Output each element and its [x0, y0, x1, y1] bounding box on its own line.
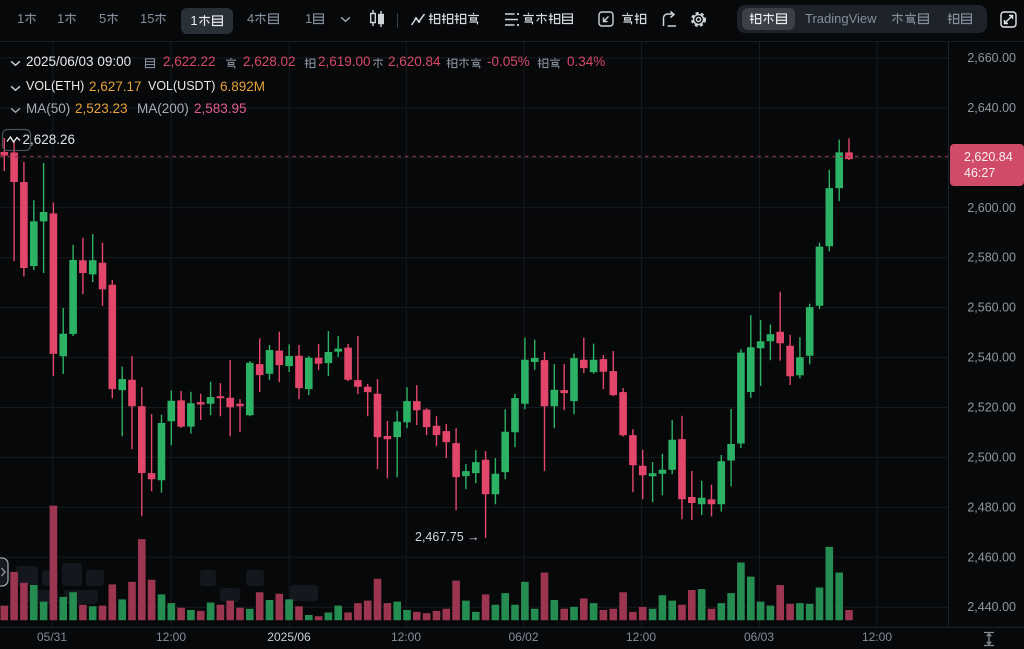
svg-text:2,580.00: 2,580.00 [967, 251, 1016, 265]
svg-text:06/03: 06/03 [744, 630, 774, 644]
svg-text:12:00: 12:00 [391, 630, 421, 644]
svg-text:2,560.00: 2,560.00 [967, 301, 1016, 315]
svg-text:2,500.00: 2,500.00 [967, 450, 1016, 464]
svg-text:2,600.00: 2,600.00 [967, 201, 1016, 215]
svg-text:12:00: 12:00 [626, 630, 656, 644]
svg-text:05/31: 05/31 [37, 630, 67, 644]
svg-text:2,640.00: 2,640.00 [967, 101, 1016, 115]
svg-text:2,620.84: 2,620.84 [964, 150, 1013, 164]
svg-text:2,520.00: 2,520.00 [967, 401, 1016, 415]
svg-text:2,460.00: 2,460.00 [967, 550, 1016, 564]
svg-text:12:00: 12:00 [156, 630, 186, 644]
svg-text:2,480.00: 2,480.00 [967, 500, 1016, 514]
svg-text:12:00: 12:00 [862, 630, 892, 644]
svg-text:06/02: 06/02 [508, 630, 538, 644]
svg-text:2,628.26: 2,628.26 [23, 132, 76, 147]
svg-text:2,540.00: 2,540.00 [967, 351, 1016, 365]
svg-text:2,440.00: 2,440.00 [967, 600, 1016, 614]
svg-text:2,467.75 →: 2,467.75 → [415, 530, 480, 544]
svg-text:46:27: 46:27 [964, 166, 995, 180]
svg-text:2,660.00: 2,660.00 [967, 51, 1016, 65]
svg-text:2025/06: 2025/06 [267, 630, 311, 644]
